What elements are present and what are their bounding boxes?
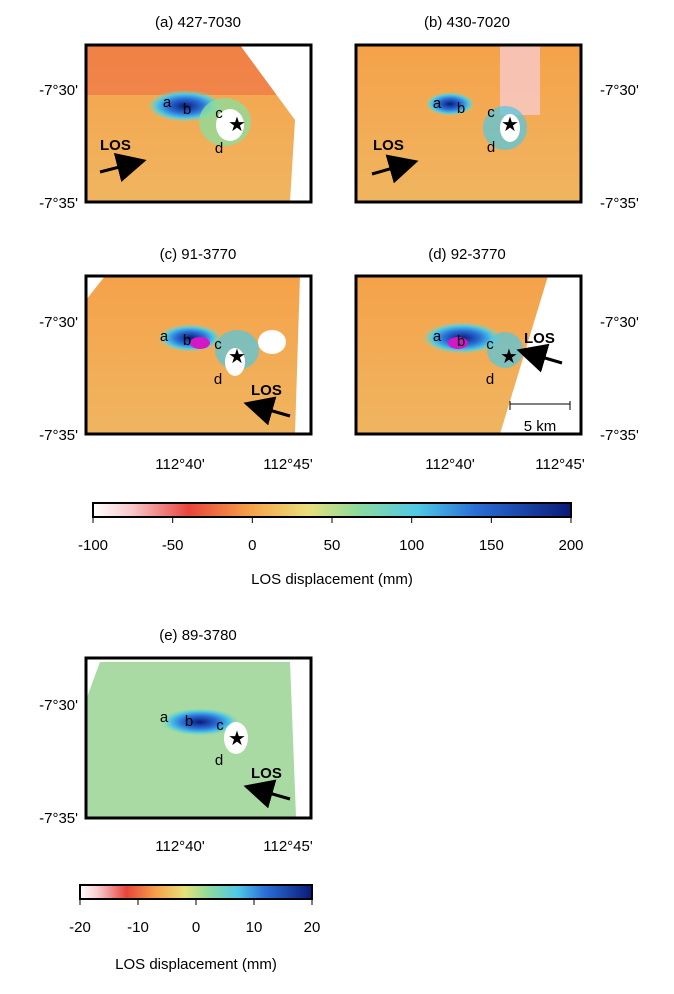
colorbar-tick-label: -20 bbox=[69, 919, 91, 936]
panel-b: (b) 430-7020 a b c d ★ LOS -7°30' -7°35' bbox=[354, 14, 639, 212]
map-image bbox=[356, 45, 581, 202]
site-label-b: b bbox=[457, 333, 465, 350]
star-icon: ★ bbox=[501, 114, 519, 136]
colorbar-gradient bbox=[92, 502, 572, 518]
site-label-c: c bbox=[214, 336, 222, 353]
site-label-d: d bbox=[215, 752, 223, 769]
colorbar-tick-label: -50 bbox=[162, 537, 184, 554]
star-icon: ★ bbox=[228, 728, 246, 750]
site-label-c: c bbox=[486, 336, 494, 353]
colorbar-main: -100 -50 0 50 100 150 200 LOS displacement (mm… bbox=[78, 502, 584, 588]
site-label-b: b bbox=[183, 332, 191, 349]
lat-tick-label: -7°30' bbox=[39, 82, 78, 99]
lon-tick-label: 112°40' bbox=[155, 456, 205, 473]
lon-tick-label: 112°45' bbox=[263, 838, 313, 855]
los-arrow-icon bbox=[371, 154, 419, 184]
panel-title: (b) 430-7020 bbox=[424, 14, 510, 31]
map-frame bbox=[84, 274, 313, 436]
los-label: LOS bbox=[251, 382, 282, 399]
map-image bbox=[356, 276, 548, 434]
colorbar-tick-label: 10 bbox=[246, 919, 263, 936]
colorbar-gradient bbox=[79, 884, 313, 900]
colorbar-tick-label: 200 bbox=[558, 537, 583, 554]
los-label: LOS bbox=[100, 137, 131, 154]
lon-tick-label: 112°45' bbox=[535, 456, 585, 473]
panel-a: (a) 427-7030 a b c d ★ LOS -7°30' -7°35' bbox=[39, 14, 313, 212]
site-label-a: a bbox=[433, 328, 442, 345]
panel-title: (c) 91-3770 bbox=[160, 246, 237, 263]
map-image bbox=[86, 45, 311, 202]
lat-tick-label: -7°35' bbox=[39, 195, 78, 212]
panel-c: (c) 91-3770 a b c d ★ LOS -7°30' -7°35' … bbox=[39, 246, 313, 473]
colorbar-tick-label: 0 bbox=[248, 537, 256, 554]
map-frame bbox=[354, 274, 583, 436]
colorbar-ticks: -20 -10 0 10 20 bbox=[69, 899, 320, 936]
star-icon: ★ bbox=[228, 346, 246, 368]
site-label-a: a bbox=[160, 328, 169, 345]
lon-tick-label: 112°40' bbox=[425, 456, 475, 473]
los-arrow-icon bbox=[99, 152, 147, 183]
site-label-b: b bbox=[185, 713, 193, 730]
colorbar-tick-label: 50 bbox=[324, 537, 341, 554]
colorbar-tick-label: -100 bbox=[78, 537, 108, 554]
lat-tick-label: -7°35' bbox=[600, 195, 639, 212]
lat-tick-label: -7°30' bbox=[600, 314, 639, 331]
star-icon: ★ bbox=[228, 114, 246, 136]
lat-tick-label: -7°30' bbox=[39, 314, 78, 331]
lon-tick-label: 112°45' bbox=[263, 456, 313, 473]
lat-tick-label: -7°30' bbox=[600, 82, 639, 99]
map-image bbox=[86, 662, 296, 817]
colorbar-label: LOS displacement (mm) bbox=[115, 956, 277, 973]
lat-tick-label: -7°30' bbox=[39, 697, 78, 714]
los-label: LOS bbox=[373, 137, 404, 154]
site-label-d: d bbox=[215, 140, 223, 157]
colorbar-tick-label: 0 bbox=[192, 919, 200, 936]
site-label-b: b bbox=[457, 100, 465, 117]
site-label-d: d bbox=[486, 371, 494, 388]
panel-title: (e) 89-3780 bbox=[159, 627, 237, 644]
site-label-d: d bbox=[487, 139, 495, 156]
colorbar-ticks: -100 -50 0 50 100 150 200 bbox=[78, 517, 584, 554]
lat-tick-label: -7°35' bbox=[600, 427, 639, 444]
site-label-d: d bbox=[214, 371, 222, 388]
los-arrow-icon bbox=[516, 343, 563, 373]
los-arrow-icon bbox=[243, 779, 291, 809]
map-frame bbox=[354, 43, 583, 204]
star-icon: ★ bbox=[500, 346, 518, 368]
panel-d: (d) 92-3770 a b c d ★ LOS 5 km -7°30' -7… bbox=[354, 246, 639, 473]
los-label: LOS bbox=[251, 765, 282, 782]
map-image bbox=[86, 276, 300, 434]
panel-e: (e) 89-3780 a b c d ★ LOS -7°30' -7°35' … bbox=[39, 627, 313, 855]
map-frame bbox=[84, 656, 313, 820]
site-label-a: a bbox=[433, 95, 442, 112]
colorbar-tick-label: 20 bbox=[304, 919, 321, 936]
los-arrow-icon bbox=[243, 396, 291, 426]
colorbar-tick-label: 100 bbox=[399, 537, 424, 554]
site-label-c: c bbox=[215, 105, 223, 122]
scale-bar bbox=[509, 401, 571, 410]
los-label: LOS bbox=[524, 330, 555, 347]
lat-tick-label: -7°35' bbox=[39, 810, 78, 827]
site-label-c: c bbox=[487, 104, 495, 121]
colorbar-secondary: -20 -10 0 10 20 LOS displacement (mm) bbox=[69, 884, 320, 973]
colorbar-tick-label: 150 bbox=[479, 537, 504, 554]
site-label-a: a bbox=[160, 709, 169, 726]
panel-title: (a) 427-7030 bbox=[155, 14, 241, 31]
lon-tick-label: 112°40' bbox=[155, 838, 205, 855]
site-label-a: a bbox=[163, 94, 172, 111]
map-frame bbox=[84, 43, 313, 204]
panel-title: (d) 92-3770 bbox=[428, 246, 506, 263]
scale-bar-label: 5 km bbox=[524, 418, 557, 435]
lat-tick-label: -7°35' bbox=[39, 427, 78, 444]
colorbar-label: LOS displacement (mm) bbox=[251, 571, 413, 588]
site-label-c: c bbox=[216, 717, 224, 734]
site-label-b: b bbox=[183, 101, 191, 118]
colorbar-tick-label: -10 bbox=[127, 919, 149, 936]
